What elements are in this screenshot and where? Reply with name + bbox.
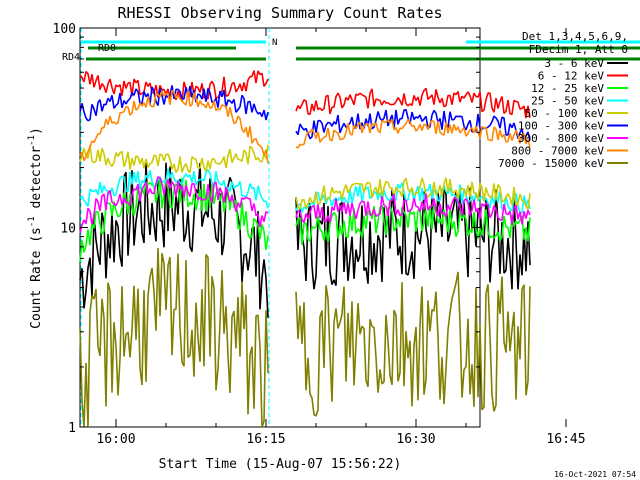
flag-label-N: N (272, 38, 277, 48)
series-line (79, 168, 531, 214)
x-tick-label: 16:00 (96, 432, 135, 447)
legend-label: 50 - 100 keV (525, 107, 605, 120)
axis-ticks: 16:0016:1516:3016:4517:0017:1517:3011010… (53, 22, 586, 447)
legend-label: 25 - 50 keV (531, 95, 604, 108)
chart-title: RHESSI Observing Summary Count Rates (117, 4, 442, 22)
y-tick-label: 10 (60, 222, 76, 237)
legend-label: 800 - 7000 keV (511, 145, 604, 158)
x-axis-label: Start Time (15-Aug-07 15:56:22) (159, 457, 402, 472)
flag-label-RD4: RD4 (62, 52, 80, 63)
series-line (79, 85, 531, 141)
legend-label: 300 - 800 keV (518, 132, 604, 145)
series-line (79, 176, 531, 234)
x-tick-label: 16:15 (246, 432, 285, 447)
y-axis-label: Count Rate (s-1 detector-1) (27, 127, 44, 329)
legend-header-2: FDecim 1, Att 0 (529, 43, 628, 56)
legend: Det 1,3,4,5,6,9, FDecim 1, Att 0 3 - 6 k… (498, 30, 628, 170)
series-line (79, 248, 531, 428)
series-line (79, 144, 531, 210)
flag-label-RD0: RD0 (98, 43, 116, 54)
legend-label: 6 - 12 keV (538, 70, 605, 83)
legend-label: 3 - 6 keV (544, 57, 604, 70)
legend-header-1: Det 1,3,4,5,6,9, (522, 30, 628, 43)
series-line (79, 89, 531, 164)
flag-bars: N RD0 RD4 (62, 38, 640, 63)
y-tick-label: 100 (53, 22, 76, 37)
y-tick-label: 1 (68, 421, 76, 436)
x-tick-label: 16:45 (546, 432, 585, 447)
legend-label: 100 - 300 keV (518, 120, 604, 133)
timestamp: 16-Oct-2021 07:54 (554, 470, 636, 479)
series-lines (79, 70, 531, 428)
x-tick-label: 16:30 (396, 432, 435, 447)
legend-label: 12 - 25 keV (531, 82, 604, 95)
legend-label: 7000 - 15000 keV (498, 157, 604, 170)
